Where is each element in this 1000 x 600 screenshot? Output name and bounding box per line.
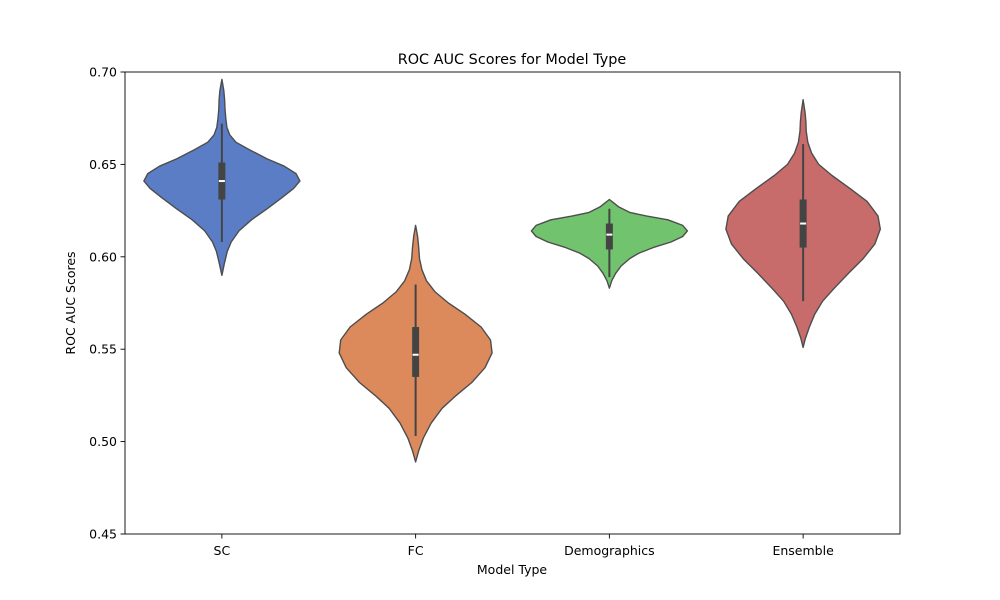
median-marker-fc — [412, 353, 419, 356]
y-tick-label: 0.55 — [89, 342, 117, 357]
violins-layer — [143, 78, 881, 463]
y-tick-label: 0.65 — [89, 157, 117, 172]
plot-frame — [124, 71, 901, 535]
median-marker-ensemble — [800, 222, 807, 225]
y-axis-label: ROC AUC Scores — [63, 251, 78, 354]
x-tick-label-demographics: Demographics — [564, 543, 655, 558]
ticks-layer: 0.45 0.50 0.55 0.60 0.65 0.70 SC FC Demographics… — [89, 65, 834, 559]
y-tick-label: 0.60 — [89, 249, 117, 264]
chart-title: ROC AUC Scores for Model Type — [398, 52, 627, 68]
median-marker-sc — [218, 180, 225, 183]
x-tick-label-sc: SC — [214, 543, 231, 558]
iqr-box-demographics — [605, 223, 613, 250]
x-tick-label-ensemble: Ensemble — [772, 543, 834, 558]
y-tick-label: 0.45 — [89, 527, 117, 542]
x-axis-label: Model Type — [477, 562, 548, 577]
iqr-box-fc — [412, 327, 420, 377]
median-marker-demographics — [606, 233, 613, 236]
y-tick-label: 0.70 — [89, 65, 117, 80]
x-tick-label-fc: FC — [408, 543, 424, 558]
y-tick-label: 0.50 — [89, 434, 117, 449]
